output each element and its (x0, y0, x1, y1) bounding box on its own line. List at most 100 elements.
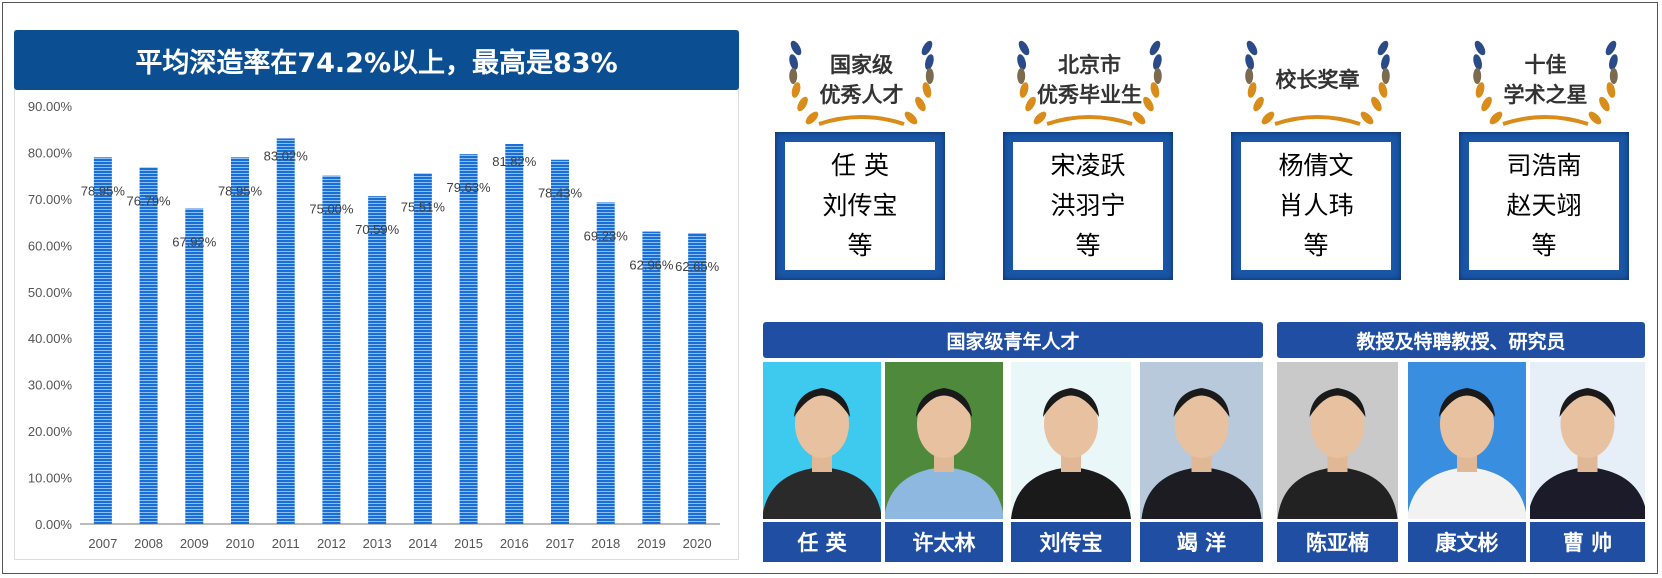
bar-2014 (413, 173, 432, 524)
chart-title: 平均深造率在74.2%以上，最高是83% (14, 30, 739, 90)
x-tick-label: 2018 (591, 536, 620, 551)
award-4: 十佳 学术之星 (1458, 40, 1633, 130)
person-name: 曹 帅 (1530, 522, 1645, 562)
portrait-photo (1530, 362, 1645, 519)
laurel-wreath-icon (789, 40, 934, 126)
bar-2012 (322, 175, 341, 524)
award-name: 等 (1075, 231, 1101, 260)
bar-2017 (551, 159, 569, 525)
bar-2009 (185, 208, 204, 525)
data-label: 78.43% (538, 186, 583, 201)
award-title-line1: 国家级 (830, 53, 893, 77)
award-name: 等 (847, 231, 873, 260)
x-tick-label: 2013 (363, 536, 392, 551)
bar-2011 (276, 138, 295, 524)
x-tick-label: 2014 (408, 536, 437, 551)
data-label: 67.92% (172, 235, 217, 250)
x-tick-label: 2007 (88, 536, 117, 551)
y-tick-label: 50.00% (28, 285, 73, 300)
bar-2019 (642, 231, 661, 524)
laurel-wreath-icon (1245, 40, 1390, 126)
x-tick-label: 2015 (454, 536, 483, 551)
y-tick-label: 20.00% (28, 424, 73, 439)
data-label: 70.59% (355, 222, 400, 237)
portrait-photo (1011, 362, 1131, 519)
award-3: 校长奖章 (1230, 40, 1405, 130)
award-name: 肖人玮 (1278, 191, 1354, 220)
award-name: 刘传宝 (822, 191, 898, 220)
data-label: 62.65% (675, 259, 720, 274)
award-title-line2: 优秀毕业生 (1037, 83, 1142, 107)
person-name: 康文彬 (1408, 522, 1526, 562)
data-label: 78.95% (81, 183, 126, 198)
x-tick-label: 2017 (546, 536, 575, 551)
x-tick-label: 2016 (500, 536, 529, 551)
data-label: 83.02% (264, 148, 309, 163)
bar-chart: 0.00% 10.00% 20.00% 30.00% 40.00% 50.00% 60.00… (28, 99, 720, 551)
award-name: 宋凌跃 (1050, 151, 1126, 180)
award-title-line2: 优秀人才 (819, 83, 904, 107)
y-tick-label: 60.00% (28, 238, 73, 253)
award-name: 任 英 (831, 151, 889, 180)
portrait-photo (885, 362, 1003, 519)
data-label: 76.79% (127, 193, 172, 208)
bar-2008 (139, 167, 158, 524)
person-name: 陈亚楠 (1277, 522, 1398, 562)
award-names-box: 杨倩文 肖人玮等 (1231, 132, 1401, 280)
person-name: 任 英 (763, 522, 881, 562)
data-label: 79.63% (447, 180, 492, 195)
data-label: 75.00% (309, 202, 354, 217)
award-2: 北京市 优秀毕业生 (1002, 40, 1177, 130)
award-title-line2: 学术之星 (1503, 83, 1588, 107)
portrait-photo (1140, 362, 1263, 519)
award-names-box: 司浩南 赵天翊等 (1459, 132, 1629, 280)
award-title-line1: 十佳 (1524, 53, 1567, 77)
group-header-young-talent: 国家级青年人才 (763, 322, 1263, 358)
award-names-box: 宋凌跃 洪羽宁等 (1003, 132, 1173, 280)
award-name: 等 (1531, 231, 1557, 260)
award-title-line1: 校长奖章 (1275, 68, 1360, 92)
award-name: 杨倩文 (1278, 151, 1354, 180)
y-tick-label: 30.00% (28, 378, 73, 393)
portrait-photo (1408, 362, 1526, 519)
x-tick-label: 2012 (317, 536, 346, 551)
data-label: 75.51% (401, 199, 446, 214)
y-tick-label: 0.00% (35, 517, 72, 532)
award-1: 国家级 优秀人才 (774, 40, 949, 130)
laurel-wreath-icon (1473, 40, 1618, 126)
person-name: 许太林 (885, 522, 1003, 562)
data-label: 78.95% (218, 183, 263, 198)
group-header-professors: 教授及特聘教授、研究员 (1277, 322, 1645, 358)
bar-2010 (231, 157, 249, 524)
laurel-wreath-icon (1017, 40, 1162, 126)
bar-2007 (93, 157, 112, 524)
x-tick-label: 2009 (180, 536, 209, 551)
data-label: 69.23% (584, 228, 629, 243)
award-name: 洪羽宁 (1050, 191, 1126, 220)
data-label: 81.82% (492, 154, 537, 169)
bar-2020 (688, 233, 707, 524)
x-tick-label: 2019 (637, 536, 666, 551)
data-label: 62.96% (629, 258, 674, 273)
award-name: 等 (1303, 231, 1329, 260)
bar-2016 (505, 143, 524, 524)
bar-2015 (459, 154, 478, 524)
portrait-photo (763, 362, 881, 519)
award-names-box: 任 英刘传宝等 (775, 132, 945, 280)
y-tick-label: 70.00% (28, 192, 73, 207)
y-tick-label: 80.00% (28, 145, 73, 160)
person-name: 刘传宝 (1011, 522, 1131, 562)
x-tick-label: 2011 (272, 536, 300, 551)
person-name: 竭 洋 (1140, 522, 1263, 562)
x-tick-label: 2020 (683, 536, 712, 551)
bar-2013 (368, 196, 387, 524)
award-name: 司浩南 (1506, 151, 1582, 180)
y-tick-label: 40.00% (28, 331, 73, 346)
x-tick-label: 2010 (226, 536, 255, 551)
bar-2018 (596, 202, 615, 524)
x-tick-label: 2008 (134, 536, 163, 551)
award-name: 赵天翊 (1506, 191, 1582, 220)
y-tick-label: 90.00% (28, 99, 73, 114)
award-title-line1: 北京市 (1058, 53, 1121, 77)
